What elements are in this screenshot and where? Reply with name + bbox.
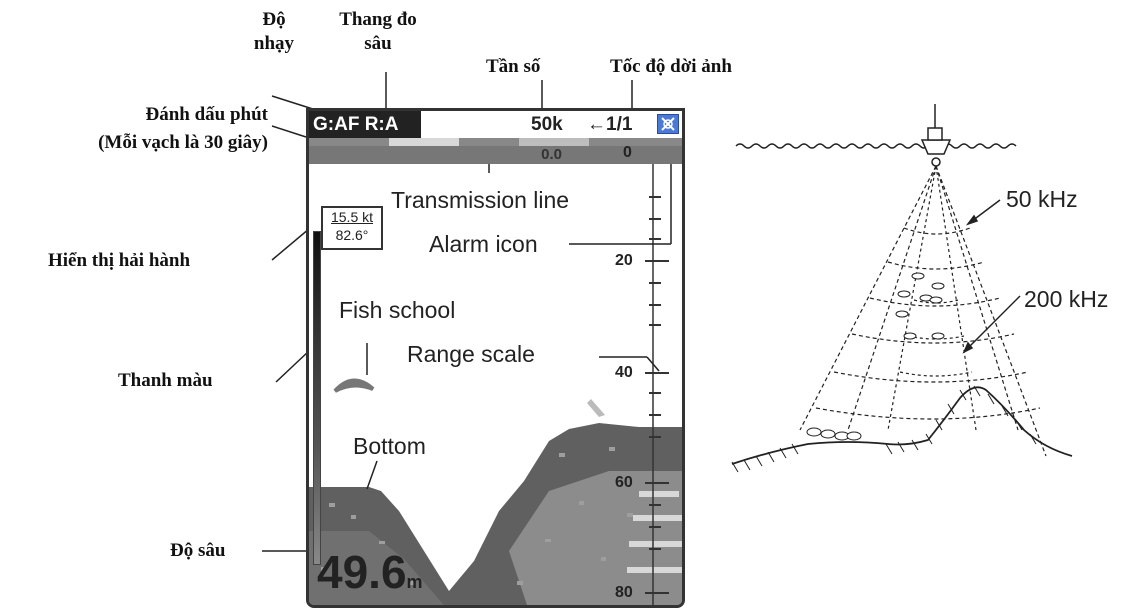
label-sensitivity-line2: nhạy — [253, 33, 295, 54]
scale-label-80: 80 — [615, 584, 633, 601]
echo-image — [309, 121, 682, 605]
label-range-scale: Range scale — [407, 341, 535, 367]
beam-200khz — [887, 165, 977, 431]
seabed-hatching — [731, 385, 1037, 473]
minute-marker-bar — [309, 138, 682, 146]
label-fish-school: Fish school — [339, 297, 456, 323]
beam-50khz — [799, 165, 1047, 457]
depth-readout: 49.6m — [317, 546, 423, 605]
label-sensitivity-line1: Độ — [262, 9, 286, 30]
label-bottom: Bottom — [353, 433, 426, 459]
depth-unit: m — [406, 572, 423, 592]
fish-icons — [806, 272, 945, 441]
scale-label-40: 40 — [615, 364, 633, 381]
gain-range-indicator: G:AF R:A — [309, 111, 421, 138]
beam-diagram — [731, 104, 1073, 473]
bottom-echo-lower — [309, 531, 444, 605]
echo-highlight — [627, 491, 682, 573]
frequency-indicator: 50k — [531, 114, 563, 135]
depth-offset: 0.0 — [541, 146, 562, 163]
advance-speed-indicator: ←1/1 — [587, 114, 633, 135]
label-color-bar: Thanh màu — [118, 370, 213, 391]
nav-heading: 82.6° — [335, 227, 369, 243]
sea-surface — [735, 143, 1017, 149]
label-minute-marker-line2: (Mỗi vạch là 30 giây) — [98, 132, 268, 153]
depth-value: 49.6 — [317, 546, 407, 598]
label-50khz: 50 kHz — [1006, 186, 1078, 212]
label-depth: Độ sâu — [170, 540, 226, 561]
boat — [920, 104, 952, 167]
echo-speckle — [321, 447, 633, 585]
label-range-line2: sâu — [364, 33, 392, 54]
label-minute-marker: Đánh dấu phút (Mỗi vạch là 30 giây) — [0, 104, 268, 154]
nav-speed: 15.5 kt — [330, 209, 374, 225]
navigation-display: 15.5 kt 82.6° — [321, 206, 383, 250]
label-minute-marker-line1: Đánh dấu phút — [145, 104, 268, 125]
color-bar — [313, 231, 321, 565]
label-alarm-icon: Alarm icon — [429, 231, 538, 257]
echo-screen: G:AF R:A 50k ←1/1 0.0 15.5 kt 82.6° 0 20… — [306, 108, 685, 608]
transmission-line-band: 0.0 — [309, 146, 682, 164]
label-advance-speed: Tốc độ dời ảnh — [610, 56, 732, 77]
label-nav-display: Hiển thị hải hành — [48, 250, 191, 271]
status-bar: G:AF R:A 50k ←1/1 — [309, 111, 682, 138]
label-sensitivity: Độ nhạy — [244, 9, 304, 55]
small-echo — [587, 399, 605, 417]
scale-label-0: 0 — [623, 144, 632, 161]
label-frequency: Tần số — [486, 56, 541, 77]
scale-label-20: 20 — [615, 252, 633, 269]
label-200khz: 200 kHz — [1024, 286, 1109, 312]
label-transmission-line: Transmission line — [391, 187, 570, 213]
fish-school-echo — [333, 378, 375, 393]
label-range-line1: Thang đo — [339, 9, 417, 30]
alarm-icon — [657, 114, 679, 134]
scale-label-60: 60 — [615, 474, 633, 491]
label-range: Thang đo sâu — [318, 9, 438, 55]
